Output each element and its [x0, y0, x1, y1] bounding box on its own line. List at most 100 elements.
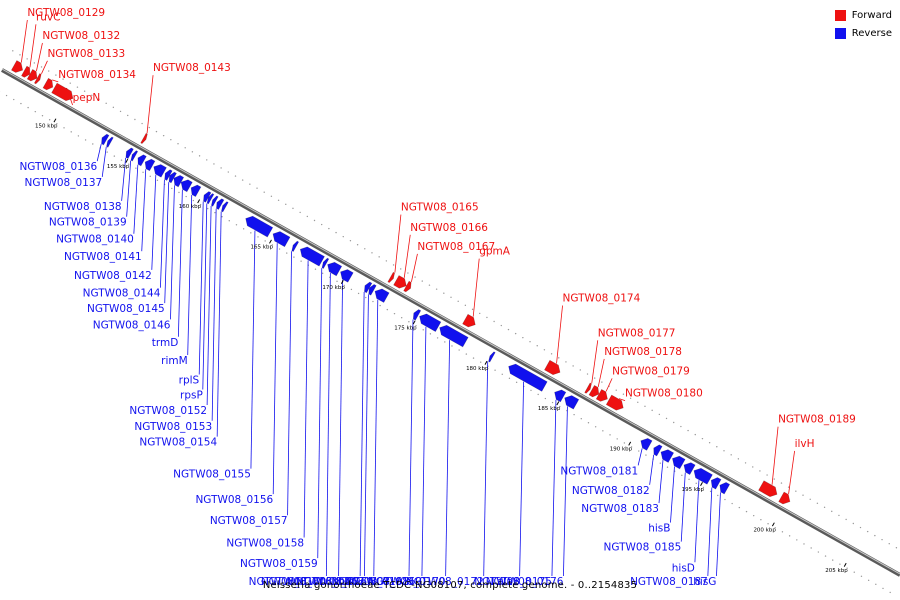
gene-label[interactable]: NGTW08_0143 [153, 62, 231, 74]
leader-line [29, 24, 37, 68]
gene-label[interactable]: hisE [338, 576, 360, 588]
gene-label[interactable]: NGTW08_0153 [134, 421, 212, 433]
gene-label[interactable]: NGTW08_0144 [83, 288, 161, 300]
gene-label[interactable]: NGTW08_0140 [56, 234, 134, 246]
gene-label[interactable]: NGTW08_0168 [331, 576, 409, 588]
gene-label[interactable]: NGTW08_0177 [598, 327, 676, 339]
gene-arrow [387, 271, 396, 283]
tick-dot [207, 207, 209, 210]
tick-dot [83, 90, 86, 92]
tick-dot [192, 199, 195, 202]
gene-label[interactable]: hisG [693, 576, 716, 588]
gene-label[interactable]: NGTW08_0142 [74, 270, 152, 282]
tick-dot [681, 474, 683, 476]
gene-arrow [488, 351, 496, 363]
gene-label[interactable]: NGTW08_0141 [64, 251, 142, 263]
gene-label[interactable]: trmD [152, 337, 179, 349]
gene-label[interactable]: pepN [73, 92, 101, 104]
gene-label[interactable]: NGTW08_0176 [486, 576, 564, 588]
gene-label[interactable]: NGTW08_0167 [417, 241, 495, 253]
gene-label[interactable]: NGTW08_0178 [604, 346, 682, 358]
gene-label[interactable]: NGTW08_0138 [44, 201, 122, 213]
gene-label[interactable]: NGTW08_0133 [47, 48, 125, 60]
gene-label[interactable]: NGTW08_0180 [625, 388, 703, 400]
gene-label[interactable]: NGTW08_0159 [240, 558, 318, 570]
gene-label[interactable]: NGTW08_0179 [612, 365, 690, 377]
gene-label[interactable]: NGTW08_0139 [49, 217, 127, 229]
gene-label[interactable]: hisB [648, 523, 670, 535]
gene-label[interactable]: NGTW08_0183 [581, 503, 659, 515]
legend-forward: Forward [834, 8, 892, 22]
gene-label[interactable]: NGTW08_0155 [173, 469, 251, 481]
leader-line [211, 208, 217, 421]
gene-label[interactable]: NGTW08_0154 [139, 437, 217, 449]
gene-label[interactable]: rimM [161, 355, 188, 367]
tick-dot [866, 530, 869, 533]
gene-label[interactable]: NGTW08_0132 [42, 30, 120, 42]
gene-label[interactable]: NGTW08_0156 [195, 494, 273, 506]
tick-dot [76, 86, 79, 88]
gene-arrow [672, 455, 686, 470]
gene-label[interactable]: NGTW08_0146 [93, 319, 171, 331]
gene-label[interactable]: NGTW08_0158 [226, 537, 304, 549]
gene-label[interactable]: NGTW08_0145 [87, 303, 165, 315]
gene-label[interactable]: NGTW08_0160 [249, 576, 327, 588]
tick-dot [156, 179, 159, 182]
leader-line [272, 243, 278, 495]
gene-arrow [153, 164, 167, 178]
gene-label[interactable]: NGTW08_0174 [563, 292, 641, 304]
leader-line [788, 450, 795, 495]
tick-dot [429, 333, 432, 335]
leader-line [170, 185, 175, 320]
gene-label[interactable]: NGTW08_0157 [210, 515, 288, 527]
scale-tick [771, 522, 775, 527]
tick-dot [480, 361, 482, 363]
tick-dot [737, 458, 740, 460]
gene-label[interactable]: NGTW08_0163 [287, 576, 365, 588]
gene-label[interactable]: NGTW08_0181 [560, 465, 638, 477]
tick-dot [615, 389, 617, 391]
gene-label[interactable]: NGTW08_0137 [24, 177, 102, 189]
gene-label[interactable]: NGTW08_0134 [58, 69, 136, 81]
leader-line [411, 253, 418, 282]
gene-label[interactable]: NGTW08_0165 [401, 202, 479, 214]
gene-label[interactable]: NGTW08_0169 [344, 576, 422, 588]
gene-label[interactable]: NGTW08_0175 [474, 576, 552, 588]
tick-dot [465, 353, 468, 355]
gene-label[interactable]: NGTW08_0164 [296, 576, 374, 588]
gene-label[interactable]: NGTW08_0187 [630, 576, 708, 588]
tick-dot [810, 547, 812, 549]
gene-label[interactable]: NGTW08_0182 [572, 485, 650, 497]
gene-label[interactable]: ilvH [795, 438, 815, 450]
scale-tick-label: 200 kbp [753, 527, 776, 533]
tick-dot [724, 498, 726, 501]
tick-dot [586, 373, 589, 375]
tick-dot [135, 167, 137, 169]
gene-label[interactable]: gpmA [479, 246, 511, 258]
gene-label[interactable]: NGTW08_0161 [261, 576, 339, 588]
scale-ticks: 150 kbp 155 kbp 160 kbp 165 kbp 170 kbp 175 k… [35, 118, 848, 574]
gene-label[interactable]: ruvC [36, 11, 61, 23]
gene-label[interactable]: NGTW08_0152 [129, 405, 207, 417]
gene-label[interactable]: hisD [672, 562, 695, 574]
tick-dot [458, 349, 460, 351]
gene-label[interactable]: NGTW08_0166 [410, 222, 488, 234]
gene-label[interactable]: NGTW08_0170 [368, 576, 446, 588]
gene-label[interactable]: alaS [497, 576, 520, 588]
gene-arrow [221, 201, 229, 213]
leader-line [445, 340, 451, 577]
gene-label[interactable]: NGTW08_0129 [27, 7, 105, 19]
gene-arrow [216, 198, 225, 210]
tick-dot [320, 223, 323, 226]
gene-label[interactable]: NGTW08_0136 [19, 161, 97, 173]
gene-label[interactable]: rplS [179, 375, 200, 387]
gene-label[interactable]: NGTW08_0189 [778, 414, 856, 426]
leader-line [694, 480, 700, 563]
gene-label[interactable]: rpsP [180, 390, 203, 402]
tick-dot [105, 102, 107, 105]
gene-arrow [544, 359, 561, 376]
tick-dot [41, 115, 44, 117]
gene-label[interactable]: NGTW08_0185 [604, 542, 682, 554]
gene-label[interactable]: NGTW08_0172 [406, 576, 484, 588]
